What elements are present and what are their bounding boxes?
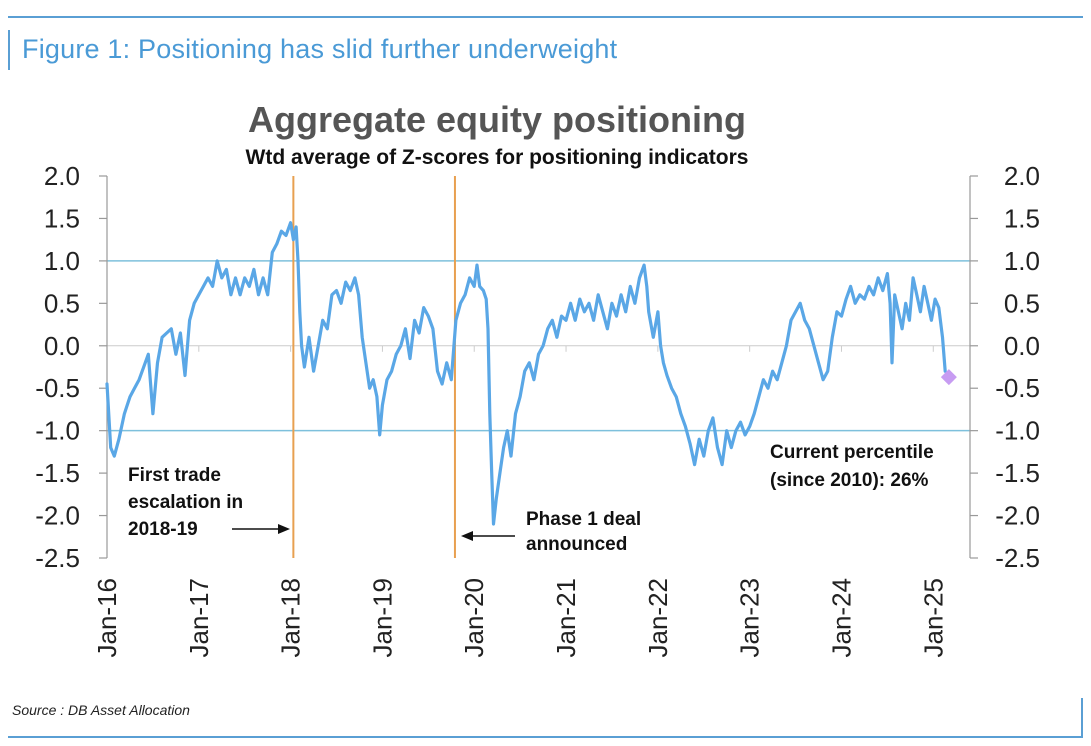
- x-tick-label: Jan-22: [643, 578, 673, 658]
- y-tick-label-right: 0.0: [1004, 331, 1040, 361]
- x-tick-label: Jan-21: [551, 578, 581, 658]
- y-tick-label-right: 0.5: [1004, 288, 1040, 318]
- y-tick-label-left: 1.0: [44, 246, 80, 276]
- series-line-positioning: [105, 221, 947, 526]
- y-tick-label-left: 1.5: [44, 203, 80, 233]
- y-tick-label-right: -1.5: [995, 458, 1040, 488]
- annotation-line: Phase 1 deal: [526, 509, 641, 530]
- chart-subtitle: Wtd average of Z-scores for positioning …: [246, 146, 749, 169]
- x-tick-label: Jan-19: [367, 578, 397, 658]
- source-note: Source : DB Asset Allocation: [12, 702, 190, 718]
- figure-title: Figure 1: Positioning has slid further u…: [22, 34, 618, 64]
- y-tick-label-left: -2.0: [35, 501, 80, 531]
- annotation-2: Phase 1 deal announced: [526, 509, 641, 555]
- x-tick-label: Jan-17: [184, 578, 214, 658]
- y-tick-label-right: 1.5: [1004, 203, 1040, 233]
- current-point-marker: [940, 369, 957, 386]
- annotation-line: announced: [526, 534, 627, 555]
- annotation-3: Current percentile (since 2010): 26%: [770, 442, 934, 491]
- annotation-line: 2018-19: [128, 519, 198, 540]
- footer-rule: [8, 736, 1083, 738]
- y-tick-label-right: 2.0: [1004, 161, 1040, 191]
- header-accent-rule: [8, 30, 10, 70]
- y-tick-label-right: -2.5: [995, 543, 1040, 573]
- y-tick-label-left: -1.5: [35, 458, 80, 488]
- y-tick-label-right: 1.0: [1004, 246, 1040, 276]
- x-tick-label: Jan-23: [735, 578, 765, 658]
- x-tick-label: Jan-18: [276, 578, 306, 658]
- arrow-right-head: [278, 524, 290, 534]
- x-tick-label: Jan-24: [826, 578, 856, 658]
- y-tick-label-right: -2.0: [995, 501, 1040, 531]
- x-tick-label: Jan-16: [92, 578, 122, 658]
- y-tick-label-left: -2.5: [35, 543, 80, 573]
- footer-side-rule: [1081, 698, 1083, 736]
- chart-title: Aggregate equity positioning: [248, 99, 746, 140]
- annotation-line: (since 2010): 26%: [770, 470, 929, 491]
- y-tick-label-left: -0.5: [35, 373, 80, 403]
- y-tick-label-left: -1.0: [35, 416, 80, 446]
- annotation-1: First trade escalation in 2018-19: [128, 465, 243, 540]
- y-tick-label-right: -0.5: [995, 373, 1040, 403]
- header-rule: [8, 16, 1083, 18]
- y-tick-label-left: 2.0: [44, 161, 80, 191]
- annotation-line: escalation in: [128, 492, 243, 513]
- y-tick-label-left: 0.0: [44, 331, 80, 361]
- y-tick-label-left: 0.5: [44, 288, 80, 318]
- annotation-line: First trade: [128, 465, 221, 486]
- y-tick-label-right: -1.0: [995, 416, 1040, 446]
- annotation-line: Current percentile: [770, 442, 934, 463]
- x-tick-label: Jan-20: [459, 578, 489, 658]
- arrow-left-head: [461, 531, 473, 541]
- x-tick-label: Jan-25: [918, 578, 948, 658]
